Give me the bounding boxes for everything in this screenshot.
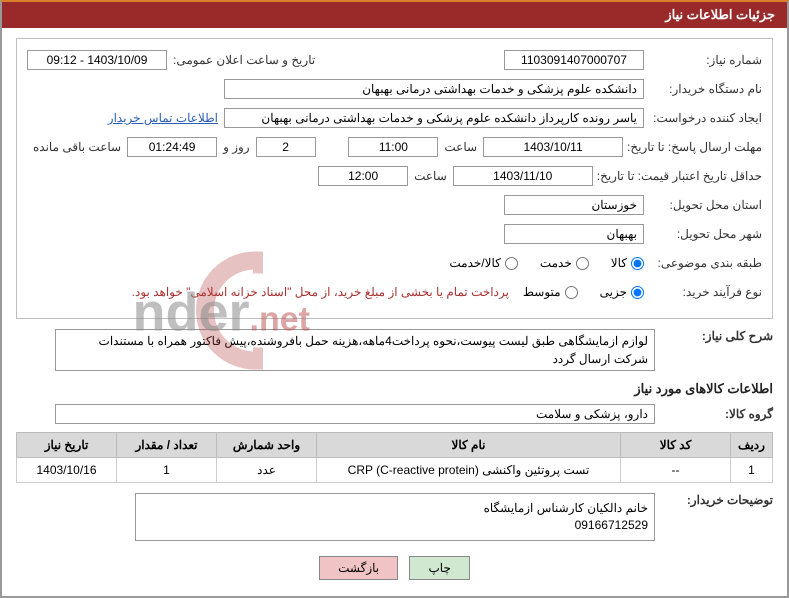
th-qty: تعداد / مقدار xyxy=(117,433,217,458)
th-name: نام کالا xyxy=(317,433,621,458)
lbl-province: استان محل تحویل: xyxy=(644,198,762,212)
val-announce-dt: 1403/10/09 - 09:12 xyxy=(27,50,167,70)
val-validity-date: 1403/11/10 xyxy=(453,166,593,186)
window: جزئیات اطلاعات نیاز AriaTender.net شماره… xyxy=(0,0,789,598)
td-qty: 1 xyxy=(117,458,217,483)
radio-medium-label: متوسط xyxy=(523,285,561,299)
td-name: تست پروتئین واکنشی CRP (C-reactive prote… xyxy=(317,458,621,483)
radio-service[interactable]: خدمت xyxy=(540,256,589,270)
radio-goods-service[interactable]: کالا/خدمت xyxy=(449,256,517,270)
buyer-notes-line2: 09166712529 xyxy=(142,517,648,534)
lbl-subject-class: طبقه بندی موضوعی: xyxy=(644,256,762,270)
radio-goods[interactable]: کالا xyxy=(611,256,644,270)
radios-proc: جزیی متوسط xyxy=(523,285,644,299)
title-text: جزئیات اطلاعات نیاز xyxy=(665,7,775,22)
lbl-hour-1: ساعت xyxy=(438,140,483,154)
val-remain-clock: 01:24:49 xyxy=(127,137,217,157)
row-province: استان محل تحویل: خوزستان xyxy=(27,194,762,216)
val-deadline-date: 1403/10/11 xyxy=(483,137,623,157)
pay-note: پرداخت تمام یا بخشی از مبلغ خرید، از محل… xyxy=(132,285,509,299)
button-bar: چاپ بازگشت xyxy=(16,548,773,590)
val-province: خوزستان xyxy=(504,195,644,215)
lbl-proc-type: نوع فرآیند خرید: xyxy=(644,285,762,299)
val-city: بهبهان xyxy=(504,224,644,244)
title-bar: جزئیات اطلاعات نیاز xyxy=(2,2,787,28)
val-need-no: 1103091407000707 xyxy=(504,50,644,70)
table-row: 1 -- تست پروتئین واکنشی CRP (C-reactive … xyxy=(17,458,773,483)
th-date: تاریخ نیاز xyxy=(17,433,117,458)
buyer-notes-line1: خانم دالکیان کارشناس ازمایشگاه xyxy=(142,500,648,517)
td-code: -- xyxy=(621,458,731,483)
table-header-row: ردیف کد کالا نام کالا واحد شمارش تعداد /… xyxy=(17,433,773,458)
row-buyer-notes: توضیحات خریدار: خانم دالکیان کارشناس ازم… xyxy=(16,493,773,541)
back-button[interactable]: بازگشت xyxy=(319,556,398,580)
lbl-days-and: روز و xyxy=(217,140,256,154)
lbl-buyer-notes: توضیحات خریدار: xyxy=(655,493,773,507)
buyer-notes-box: خانم دالکیان کارشناس ازمایشگاه 091667125… xyxy=(135,493,655,541)
val-deadline-time: 11:00 xyxy=(348,137,438,157)
radio-goods-label: کالا xyxy=(611,256,627,270)
lbl-city: شهر محل تحویل: xyxy=(644,227,762,241)
buyer-contact-link[interactable]: اطلاعات تماس خریدار xyxy=(108,111,218,125)
items-table: ردیف کد کالا نام کالا واحد شمارش تعداد /… xyxy=(16,432,773,483)
radio-minor-label: جزیی xyxy=(600,285,627,299)
lbl-announce-dt: تاریخ و ساعت اعلان عمومی: xyxy=(167,53,321,67)
radio-goods-service-label: کالا/خدمت xyxy=(449,256,500,270)
val-goods-group: دارو، پزشکی و سلامت xyxy=(55,404,655,424)
lbl-goods-group: گروه کالا: xyxy=(655,407,773,421)
td-date: 1403/10/16 xyxy=(17,458,117,483)
row-need-desc: شرح کلی نیاز: لوازم ازمایشگاهی طبق لیست … xyxy=(16,329,773,371)
lbl-remaining: ساعت باقی مانده xyxy=(27,140,127,154)
val-remain-days: 2 xyxy=(256,137,316,157)
lbl-need-desc: شرح کلی نیاز: xyxy=(655,329,773,343)
row-requester: ایجاد کننده درخواست: یاسر رونده کارپرداز… xyxy=(27,107,762,129)
lbl-buyer-org: نام دستگاه خریدار: xyxy=(644,82,762,96)
radio-minor[interactable]: جزیی xyxy=(600,285,644,299)
lbl-hour-2: ساعت xyxy=(408,169,453,183)
th-unit: واحد شمارش xyxy=(217,433,317,458)
row-city: شهر محل تحویل: بهبهان xyxy=(27,223,762,245)
lbl-deadline: مهلت ارسال پاسخ: تا تاریخ: xyxy=(623,140,762,154)
items-header: اطلاعات کالاهای مورد نیاز xyxy=(16,381,773,397)
val-requester: یاسر رونده کارپرداز دانشکده علوم پزشکی و… xyxy=(224,108,644,128)
radio-medium[interactable]: متوسط xyxy=(523,285,578,299)
radios-subject: کالا خدمت کالا/خدمت xyxy=(449,256,644,270)
val-validity-time: 12:00 xyxy=(318,166,408,186)
radio-service-label: خدمت xyxy=(540,256,572,270)
lbl-requester: ایجاد کننده درخواست: xyxy=(644,111,762,125)
row-buyer-org: نام دستگاه خریدار: دانشکده علوم پزشکی و … xyxy=(27,78,762,100)
content: AriaTender.net شماره نیاز: 1103091407000… xyxy=(2,28,787,596)
td-row: 1 xyxy=(731,458,773,483)
lbl-validity: حداقل تاریخ اعتبار قیمت: تا تاریخ: xyxy=(593,169,762,183)
row-subject-class: طبقه بندی موضوعی: کالا خدمت کالا/خدمت xyxy=(27,252,762,274)
val-need-desc: لوازم ازمایشگاهی طبق لیست پیوست،نحوه پرد… xyxy=(55,329,655,371)
th-row: ردیف xyxy=(731,433,773,458)
lbl-need-no: شماره نیاز: xyxy=(644,53,762,67)
print-button[interactable]: چاپ xyxy=(409,556,469,580)
row-need-no: شماره نیاز: 1103091407000707 تاریخ و ساع… xyxy=(27,49,762,71)
row-deadline: مهلت ارسال پاسخ: تا تاریخ: 1403/10/11 سا… xyxy=(27,136,762,158)
row-validity: حداقل تاریخ اعتبار قیمت: تا تاریخ: 1403/… xyxy=(27,165,762,187)
th-code: کد کالا xyxy=(621,433,731,458)
row-proc-type: نوع فرآیند خرید: جزیی متوسط پرداخت تمام … xyxy=(27,281,762,303)
main-fieldset: شماره نیاز: 1103091407000707 تاریخ و ساع… xyxy=(16,38,773,319)
row-goods-group: گروه کالا: دارو، پزشکی و سلامت xyxy=(16,403,773,425)
val-buyer-org: دانشکده علوم پزشکی و خدمات بهداشتی درمان… xyxy=(224,79,644,99)
td-unit: عدد xyxy=(217,458,317,483)
